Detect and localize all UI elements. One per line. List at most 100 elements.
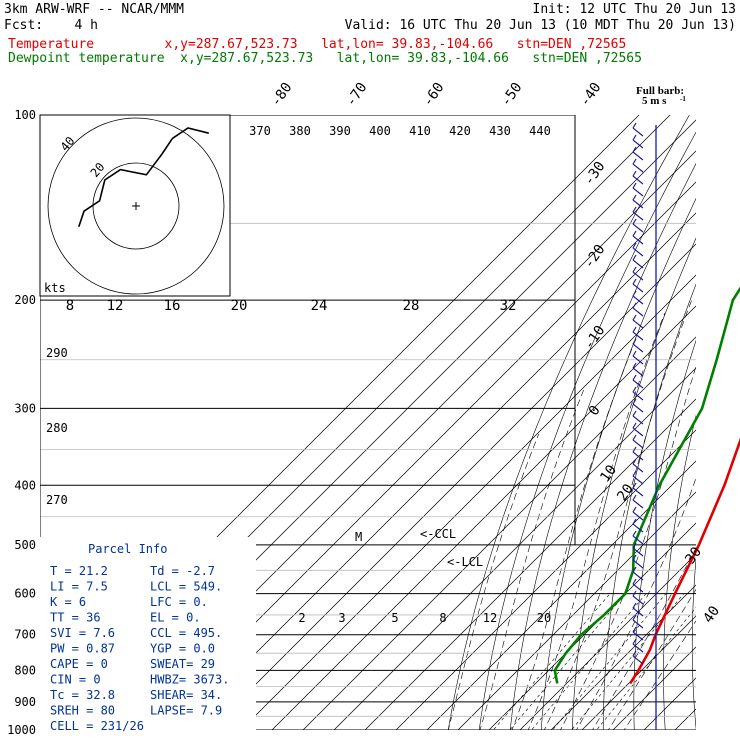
barb-legend-unit: 5 m s [642, 95, 667, 107]
speed-label: 16 [164, 298, 181, 314]
wind-barb [632, 434, 644, 449]
speed-label: 8 [66, 298, 74, 314]
theta-label: 410 [409, 124, 431, 138]
isotherm-line [364, 398, 696, 730]
pressure-label: 300 [14, 401, 36, 415]
wind-barb [632, 566, 644, 581]
moist-adiabat [576, 477, 696, 730]
speed-label: 24 [311, 298, 328, 314]
parcel-value: SHEAR= 34. [150, 688, 222, 702]
wind-barb [632, 350, 644, 365]
dewpoint-profile [553, 286, 740, 684]
init-time: Init: 12 UTC Thu 20 Jun 13 [532, 2, 737, 17]
wind-barb [632, 266, 644, 281]
dry-adiabat [663, 414, 696, 730]
parcel-value: SREH = 80 [50, 704, 115, 718]
theta-labels: 370 380 390 400 410 420 430 440 290 280 270 2 3 5 8 12 2… [46, 124, 551, 625]
isotherm-label: -10 [581, 323, 609, 353]
dry-adiabat [720, 115, 740, 740]
isotherm-line [457, 491, 696, 730]
dry-adiabat [478, 131, 696, 730]
isotherm-line [302, 336, 696, 730]
parcel-background [40, 537, 256, 730]
parcel-value: PW = 0.87 [50, 642, 115, 656]
moist-adiabat [592, 547, 696, 730]
wind-barb [632, 218, 644, 233]
wind-barbs [632, 122, 657, 730]
wind-barb [632, 602, 644, 617]
isotherm-line [674, 708, 696, 730]
parcel-value: CCL = 495. [150, 626, 222, 640]
isotherm-line [240, 274, 696, 730]
barb-legend-sup: -1 [680, 95, 686, 103]
wind-barb [632, 590, 644, 605]
hodograph-trace [78, 127, 209, 228]
parcel-value: SVI = 7.6 [50, 626, 115, 640]
parcel-title: Parcel Info [88, 542, 167, 556]
dry-adiabat [509, 162, 696, 730]
mixing-ratio-line [493, 593, 611, 730]
pressure-label: 1000 [7, 723, 36, 737]
pressure-label: 100 [14, 108, 36, 122]
wind-barb [632, 446, 644, 461]
isotherm-line [178, 212, 696, 730]
wind-barb [632, 182, 644, 197]
model-title: 3km ARW-WRF -- NCAR/MMM [4, 2, 185, 17]
moist-adiabat [623, 620, 696, 730]
isotherm-label: -50 [498, 80, 526, 110]
isotherm-label: 20 [614, 481, 637, 504]
wind-barb [632, 410, 644, 425]
parcel-value: TT = 36 [50, 611, 101, 625]
wind-barb [632, 326, 644, 341]
mixing-ratio-label: 5 [391, 611, 398, 625]
mixing-ratio-label: 8 [439, 611, 446, 625]
isotherm-line [271, 305, 696, 730]
wind-barb [632, 302, 644, 317]
mixing-ratio-line [571, 593, 685, 730]
speed-label: 12 [107, 298, 124, 314]
theta-label: 380 [289, 124, 311, 138]
theta-label: 370 [249, 124, 271, 138]
wind-barb [632, 134, 644, 149]
isotherm-line [395, 429, 696, 730]
moist-adiabat [607, 588, 696, 730]
mixing-ratio-line [596, 607, 696, 730]
pressure-label: 700 [14, 628, 36, 642]
theta-label: 430 [489, 124, 511, 138]
temperature-profile [629, 437, 740, 685]
dry-adiabat [447, 115, 690, 730]
speed-label: 20 [231, 298, 248, 314]
isotherm-label: 40 [700, 603, 723, 626]
wind-barb [632, 374, 644, 389]
wind-barb [632, 614, 644, 629]
wind-barb [632, 242, 644, 257]
isotherm-line [333, 367, 696, 730]
parcel-value: EL = 0. [150, 611, 201, 625]
isotherm-line [519, 553, 696, 730]
wind-barb [632, 230, 644, 245]
parcel-value: Td = -2.7 [150, 564, 215, 578]
wind-barb [632, 458, 644, 473]
hodograph-unit: kts [44, 281, 66, 295]
lcl-marker: <-LCL [447, 555, 483, 569]
isotherm-label: -40 [577, 80, 605, 110]
isotherm-label: 0 [586, 403, 604, 419]
theta-left-label: 270 [46, 493, 68, 507]
pressure-labels: 100 200 300 400 500 600 700 800 900 1000 [7, 108, 36, 737]
moist-adiabat [511, 337, 637, 730]
parcel-value: LFC = 0. [150, 595, 208, 609]
isotherm-line [488, 522, 696, 730]
valid-time: Valid: 16 UTC Thu 20 Jun 13 (10 MDT Thu … [344, 18, 736, 33]
theta-label: 400 [369, 124, 391, 138]
wind-barb [632, 482, 644, 497]
isotherm-line [209, 243, 696, 730]
dry-adiabat [602, 283, 696, 730]
parcel-value: CIN = 0 [50, 673, 101, 687]
pressure-label: 600 [14, 587, 36, 601]
wind-barb [632, 422, 644, 437]
theta-left-label: 290 [46, 346, 68, 360]
m-marker: M [355, 530, 362, 544]
mixing-ratio-label: 20 [537, 611, 551, 625]
